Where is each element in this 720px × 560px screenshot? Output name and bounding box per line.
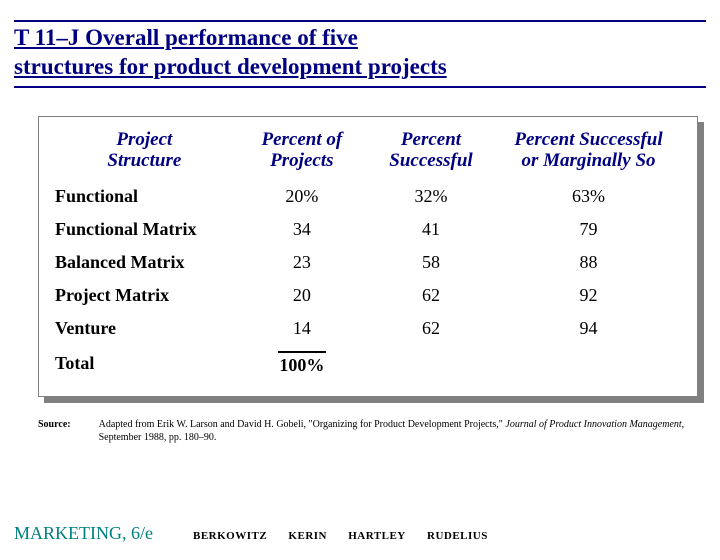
source-text: Adapted from Erik W. Larson and David H.… <box>99 419 706 444</box>
total-label: Total <box>53 345 236 382</box>
source-text-journal: Journal of Product Innovation Management <box>505 419 681 430</box>
col-header-structure: ProjectStructure <box>53 125 236 181</box>
footer-brand: MARKETING, 6/e <box>14 523 153 544</box>
cell-marg: 88 <box>494 246 683 279</box>
cell-succ: 62 <box>368 312 494 345</box>
col-header-pct-projects: Percent ofProjects <box>236 125 368 181</box>
cell-succ: 32% <box>368 180 494 213</box>
source-text-pre: Adapted from Erik W. Larson and David H.… <box>99 419 506 430</box>
table-panel: ProjectStructure Percent ofProjects Perc… <box>38 116 698 398</box>
cell-succ: 58 <box>368 246 494 279</box>
row-label: Balanced Matrix <box>53 246 236 279</box>
total-value: 100% <box>278 351 326 376</box>
row-label: Functional <box>53 180 236 213</box>
top-rule <box>14 20 706 22</box>
cell-pct: 20 <box>236 279 368 312</box>
title-block: T 11–J Overall performance of five struc… <box>14 24 706 88</box>
table-row: Functional Matrix 34 41 79 <box>53 213 683 246</box>
footer-authors: BERKOWITZ KERIN HARTLEY RUDELIUS <box>193 530 506 542</box>
cell-marg: 92 <box>494 279 683 312</box>
row-label: Project Matrix <box>53 279 236 312</box>
total-pct: 100% <box>236 345 368 382</box>
cell-succ: 41 <box>368 213 494 246</box>
col-header-pct-marginal: Percent Successfulor Marginally So <box>494 125 683 181</box>
table-row: Project Matrix 20 62 92 <box>53 279 683 312</box>
row-label: Venture <box>53 312 236 345</box>
cell-pct: 23 <box>236 246 368 279</box>
author: BERKOWITZ <box>193 530 267 542</box>
cell-succ: 62 <box>368 279 494 312</box>
cell-pct: 20% <box>236 180 368 213</box>
cell-marg: 94 <box>494 312 683 345</box>
table-row: Venture 14 62 94 <box>53 312 683 345</box>
row-label: Functional Matrix <box>53 213 236 246</box>
source-label: Source: <box>38 419 71 444</box>
total-empty <box>494 345 683 382</box>
author: RUDELIUS <box>427 530 488 542</box>
cell-marg: 79 <box>494 213 683 246</box>
performance-table: ProjectStructure Percent ofProjects Perc… <box>53 125 683 383</box>
source-block: Source: Adapted from Erik W. Larson and … <box>38 419 706 444</box>
author: HARTLEY <box>348 530 406 542</box>
col-header-pct-successful: PercentSuccessful <box>368 125 494 181</box>
title-line-2: structures for product development proje… <box>14 54 447 79</box>
author: KERIN <box>288 530 327 542</box>
footer: MARKETING, 6/e BERKOWITZ KERIN HARTLEY R… <box>14 523 706 544</box>
cell-marg: 63% <box>494 180 683 213</box>
table-total-row: Total 100% <box>53 345 683 382</box>
page-title: T 11–J Overall performance of five struc… <box>14 24 706 82</box>
cell-pct: 34 <box>236 213 368 246</box>
table-header-row: ProjectStructure Percent ofProjects Perc… <box>53 125 683 181</box>
total-empty <box>368 345 494 382</box>
cell-pct: 14 <box>236 312 368 345</box>
table-row: Functional 20% 32% 63% <box>53 180 683 213</box>
title-line-1: T 11–J Overall performance of five <box>14 25 358 50</box>
table-container: ProjectStructure Percent ofProjects Perc… <box>38 116 698 398</box>
table-row: Balanced Matrix 23 58 88 <box>53 246 683 279</box>
